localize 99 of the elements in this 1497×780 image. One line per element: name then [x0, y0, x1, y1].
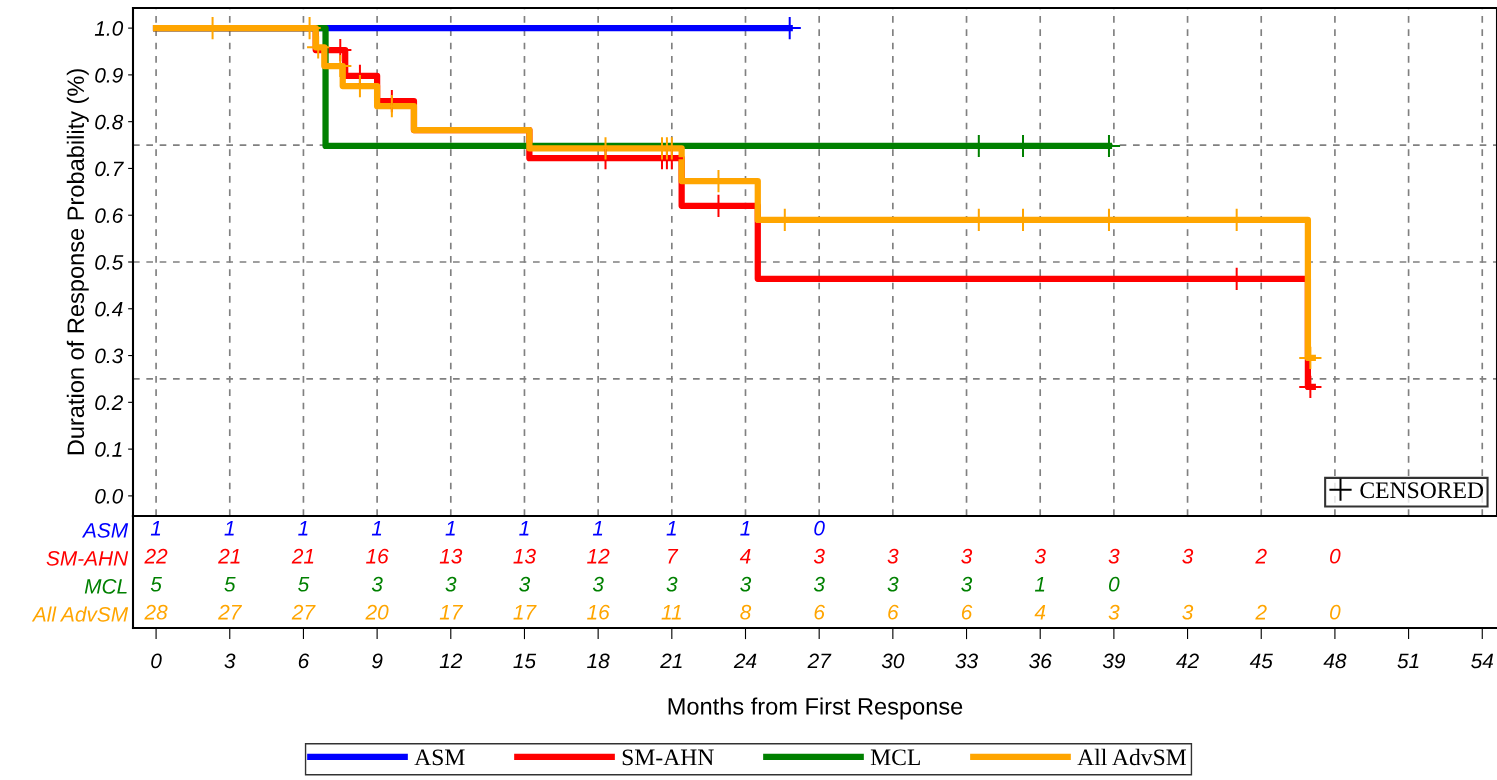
legend-label: All AdvSM [1077, 748, 1187, 766]
data-label: 3 [1182, 548, 1194, 564]
data-label: 1 [150, 521, 161, 536]
data-label: 3 [519, 576, 531, 592]
x-tick-label: 36 [1029, 653, 1052, 669]
data-label: 6 [961, 604, 973, 620]
y-tick-label: 0.1 [95, 442, 122, 457]
y-axis-title: Duration of Response Probability (%) [66, 69, 89, 455]
x-tick-label: 27 [807, 653, 832, 669]
data-label: 6 [814, 604, 825, 620]
y-tick-label: 0.6 [95, 208, 124, 223]
data-label: 16 [366, 548, 389, 564]
y-tick-label: MCL [84, 579, 127, 594]
data-label: 1 [740, 521, 750, 536]
data-label: 1 [445, 521, 455, 536]
y-tick-label: SM-AHN [46, 551, 129, 566]
data-label: 22 [144, 548, 168, 564]
y-tick-label: 0.0 [95, 488, 124, 504]
x-tick-label: 9 [372, 653, 383, 669]
data-label: 0 [1330, 604, 1341, 620]
data-label: 1 [298, 521, 308, 536]
x-tick-label: 18 [587, 653, 610, 669]
x-tick-label: 33 [955, 653, 978, 669]
data-label: 3 [887, 548, 899, 564]
data-label: 1 [224, 521, 234, 536]
data-label: 3 [1108, 548, 1120, 564]
x-tick-label: 6 [298, 653, 310, 669]
data-label: 4 [1034, 605, 1046, 620]
data-label: 3 [1034, 548, 1046, 564]
data-label: 5 [224, 577, 236, 592]
y-tick-label: 0.7 [95, 161, 124, 177]
legend-label: MCL [870, 749, 920, 766]
data-label: 16 [587, 604, 610, 620]
data-label: 2 [1255, 604, 1267, 620]
y-tick-label: 0.3 [95, 348, 124, 364]
x-tick-label: 12 [439, 653, 463, 669]
y-tick-label: 1.0 [94, 21, 124, 36]
x-tick-label: 54 [1471, 653, 1494, 669]
y-tick-label: ASM [81, 523, 129, 538]
y-tick-label: 0.8 [95, 114, 124, 130]
data-label: 3 [813, 548, 825, 564]
y-tick-label: All AdvSM [31, 606, 129, 622]
data-label: 13 [513, 548, 536, 564]
y-tick-label: 0.2 [95, 395, 123, 411]
data-label: 27 [218, 604, 242, 620]
x-tick-label: 24 [733, 653, 757, 669]
data-label: 3 [740, 576, 752, 592]
data-label: 1 [666, 521, 676, 536]
data-label: 12 [587, 548, 610, 564]
data-label: 3 [961, 576, 973, 592]
annotation: CENSORED [1360, 482, 1484, 499]
data-label: 1 [592, 521, 603, 536]
x-axis-title: Months from First Response [668, 697, 963, 720]
data-label: 11 [661, 605, 681, 620]
data-label: 6 [888, 604, 899, 620]
y-tick-label: 0.4 [95, 301, 123, 317]
x-tick-label: 21 [660, 653, 682, 669]
data-label: 21 [291, 548, 314, 564]
data-label: 3 [371, 576, 383, 592]
data-label: 3 [813, 576, 825, 592]
data-label: 3 [961, 548, 973, 564]
x-tick-label: 15 [513, 653, 537, 669]
data-label: 5 [298, 577, 310, 592]
data-label: 27 [291, 604, 316, 620]
data-label: 8 [740, 604, 752, 620]
data-label: 0 [1330, 548, 1341, 564]
data-label: 7 [668, 549, 679, 564]
data-label: 1 [371, 521, 382, 536]
data-label: 0 [1108, 576, 1120, 592]
data-label: 3 [445, 576, 457, 592]
data-label: 21 [218, 548, 240, 564]
data-label: 0 [814, 520, 825, 536]
legend-label: ASM [414, 749, 465, 766]
data-label: 17 [513, 605, 537, 620]
y-tick-label: 0.9 [95, 67, 123, 83]
x-tick-label: 0 [151, 653, 162, 669]
data-label: 3 [887, 576, 899, 592]
data-label: 5 [150, 577, 162, 592]
x-tick-label: 48 [1323, 653, 1347, 669]
legend-label: SM-AHN [622, 749, 714, 766]
data-label: 20 [365, 604, 389, 620]
data-label: 28 [144, 604, 168, 620]
data-label: 2 [1255, 548, 1267, 564]
data-label: 1 [1034, 577, 1045, 592]
data-label: 3 [1108, 604, 1120, 620]
x-tick-label: 45 [1249, 653, 1273, 669]
data-label: 3 [666, 576, 678, 592]
x-tick-label: 3 [224, 653, 236, 669]
data-label: 17 [439, 605, 464, 620]
x-tick-label: 51 [1397, 653, 1419, 669]
y-tick-label: 0.5 [95, 255, 124, 270]
data-label: 4 [739, 549, 751, 564]
data-label: 3 [592, 576, 604, 592]
x-tick-label: 30 [881, 653, 905, 669]
data-label: 3 [1182, 604, 1194, 620]
data-label: 13 [439, 548, 463, 564]
x-tick-label: 39 [1102, 653, 1126, 669]
data-label: 1 [519, 521, 529, 536]
x-tick-label: 42 [1176, 653, 1199, 669]
